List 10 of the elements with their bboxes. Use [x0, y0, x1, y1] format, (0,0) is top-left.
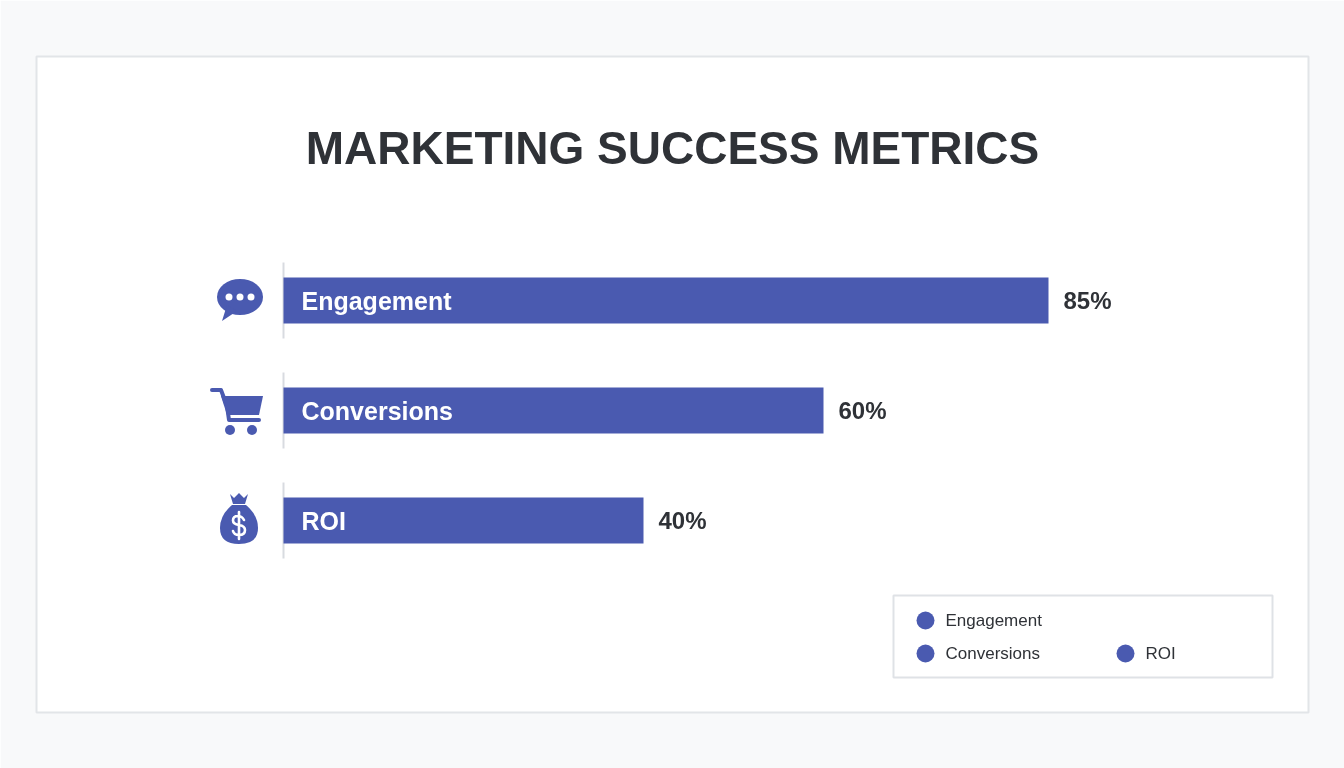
data-label: 85% [1063, 287, 1112, 314]
legend-label: Conversions [945, 644, 1040, 663]
y-tick-label: Conversions [301, 396, 453, 425]
y-tick-label: ROI [301, 506, 346, 535]
data-label: 40% [658, 507, 707, 534]
data-label: 60% [838, 397, 887, 424]
chart-title: MARKETING SUCCESS METRICS [305, 121, 1040, 174]
y-tick-label: Engagement [301, 286, 453, 315]
legend-label: ROI [1145, 644, 1176, 663]
legend-label: Engagement [945, 611, 1043, 630]
